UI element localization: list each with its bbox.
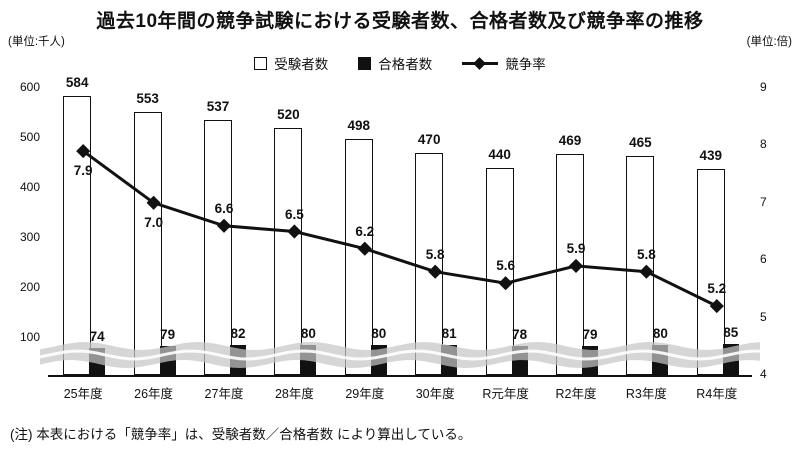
applicants-value-label: 584: [65, 75, 89, 90]
rate-value-label: 7.0: [144, 214, 163, 230]
x-axis-label: R元年度: [482, 387, 529, 401]
passers-bar: [230, 344, 246, 375]
passers-bar: [441, 345, 458, 375]
y-axis-right-tick: 8: [760, 137, 767, 152]
passers-value-label: 85: [723, 324, 739, 340]
rate-value-label: 6.2: [355, 223, 375, 239]
note-text: (注) 本表における「競争率」は、受験者数／合格者数 により算出している。: [10, 427, 472, 442]
legend: 受験者数 合格者数 競争率: [0, 53, 800, 73]
rate-line: [82, 149, 718, 308]
page-title: 過去10年間の競争試験における受験者数、合格者数及び競争率の推移: [96, 11, 704, 32]
legend-item-applicants: 受験者数: [254, 53, 328, 73]
passers-swatch-icon: [358, 56, 372, 70]
applicants-value-label: 465: [629, 134, 652, 150]
passers-value-label: 79: [160, 326, 176, 342]
applicants-value-label: 470: [417, 132, 441, 147]
applicants-value-label: 553: [136, 90, 159, 106]
x-axis-label: 30年度: [415, 387, 455, 401]
y-axis-left-tick: 600: [19, 80, 40, 94]
passers-bar: [159, 345, 176, 375]
rate-value-label: 5.6: [496, 258, 515, 274]
passers-value-label: 80: [652, 326, 668, 342]
rate-value-label: 5.2: [707, 281, 727, 297]
passers-value-label: 80: [300, 326, 316, 342]
applicants-value-label: 469: [558, 132, 582, 148]
passers-bar: [652, 345, 669, 375]
rate-value-label: 5.8: [637, 246, 656, 262]
passers-bar: [89, 347, 106, 375]
y-axis-left-tick: 200: [19, 280, 40, 294]
legend-item-rate: 競争率: [462, 53, 546, 73]
x-axis-label: 26年度: [134, 387, 174, 401]
passers-value-label: 82: [230, 325, 246, 341]
rate-value-label: 6.5: [285, 206, 304, 222]
y-axis-right-tick: 6: [760, 252, 767, 267]
passers-value-label: 78: [512, 327, 528, 343]
legend-passers-label: 合格者数: [378, 57, 433, 72]
y-axis-left-tick: 400: [19, 180, 40, 194]
passers-bar: [582, 345, 598, 375]
legend-item-passers: 合格者数: [358, 53, 432, 73]
legend-applicants-label: 受験者数: [274, 57, 329, 72]
y-axis-right-tick: 9: [760, 80, 767, 94]
rate-value-label: 7.9: [73, 163, 93, 179]
rate-value-label: 5.8: [425, 246, 445, 262]
passers-bar: [300, 345, 317, 375]
x-axis-label: 27年度: [204, 387, 244, 401]
legend-rate-label: 競争率: [505, 57, 546, 72]
applicants-value-label: 537: [206, 98, 230, 114]
applicants-value-label: 498: [347, 118, 371, 133]
passers-bar: [511, 346, 528, 375]
x-axis-label: R4年度: [696, 387, 738, 401]
applicants-value-label: 439: [699, 147, 723, 163]
y-axis-left-tick: 300: [19, 230, 40, 244]
y-axis-left-tick: 500: [19, 130, 40, 144]
x-axis-line: [48, 375, 752, 377]
applicants-bar: [556, 153, 584, 375]
y-axis-right-tick: 4: [760, 367, 767, 381]
applicants-bar: [696, 168, 725, 375]
y-axis-left-tick: 100: [19, 330, 40, 344]
applicants-bar: [415, 153, 444, 375]
passers-value-label: 81: [441, 326, 457, 342]
passers-bar: [722, 343, 739, 375]
rate-value-label: 6.6: [214, 200, 234, 216]
x-axis-label: R2年度: [555, 387, 597, 401]
y-axis-right-tick: 5: [760, 309, 767, 324]
passers-value-label: 74: [89, 328, 105, 344]
passers-value-label: 80: [371, 326, 387, 342]
unit-right-label: (単位:倍): [746, 36, 792, 48]
rate-line-icon: [462, 56, 499, 70]
passers-value-label: 79: [582, 326, 598, 342]
x-axis-label: 28年度: [274, 387, 314, 401]
x-axis-label: 29年度: [345, 387, 385, 401]
unit-left-label: (単位:千人): [8, 36, 65, 48]
passers-bar: [370, 345, 387, 375]
applicants-bar: [626, 155, 655, 375]
applicants-value-label: 520: [277, 107, 300, 122]
rate-value-label: 5.9: [566, 240, 586, 256]
applicants-swatch-icon: [254, 56, 268, 70]
x-axis-label: 25年度: [63, 387, 103, 401]
x-axis-label: R3年度: [625, 387, 667, 401]
applicants-value-label: 440: [488, 147, 511, 162]
y-axis-right-tick: 7: [760, 194, 767, 209]
